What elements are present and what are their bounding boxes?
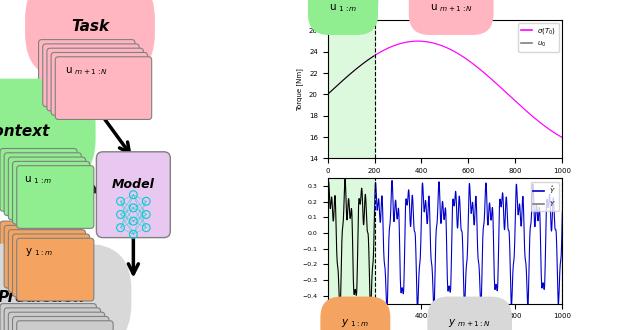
Text: Model: Model [112,178,154,191]
FancyBboxPatch shape [12,234,90,297]
FancyBboxPatch shape [4,308,101,330]
Y-axis label: Torque [Nm]: Torque [Nm] [297,68,303,111]
Text: y $_{1:m}$: y $_{1:m}$ [25,247,53,258]
FancyBboxPatch shape [0,148,77,211]
Bar [328,20,375,158]
X-axis label: time step [-]: time step [-] [423,180,467,186]
Text: u $_{m+1:N}$: u $_{m+1:N}$ [66,65,108,77]
FancyBboxPatch shape [9,230,85,292]
FancyBboxPatch shape [4,225,82,288]
Text: y $_{m+1:N}$: y $_{m+1:N}$ [448,317,491,329]
Text: Prediction: Prediction [0,289,85,305]
FancyBboxPatch shape [51,52,148,115]
FancyBboxPatch shape [9,312,105,330]
Legend: $\hat{Y}$, $Y$: $\hat{Y}$, $Y$ [531,182,559,211]
Text: u $_{m+1:N}$: u $_{m+1:N}$ [430,2,473,14]
Text: Context: Context [0,124,50,140]
FancyBboxPatch shape [43,44,139,107]
FancyBboxPatch shape [4,153,82,215]
Text: y $_{m+1:N}$: y $_{m+1:N}$ [27,329,70,330]
FancyBboxPatch shape [47,48,143,111]
Legend: $\sigma(T_0)$, $u_0$: $\sigma(T_0)$, $u_0$ [519,23,559,51]
FancyBboxPatch shape [55,57,151,119]
FancyBboxPatch shape [17,321,113,330]
FancyBboxPatch shape [38,40,135,102]
FancyBboxPatch shape [9,157,85,220]
FancyBboxPatch shape [96,152,171,238]
FancyBboxPatch shape [17,238,94,301]
FancyBboxPatch shape [17,166,94,228]
FancyBboxPatch shape [12,161,90,224]
FancyBboxPatch shape [0,304,96,330]
Text: y $_{1:m}$: y $_{1:m}$ [341,317,370,329]
Text: Task: Task [71,19,109,34]
Bar [328,178,375,304]
FancyBboxPatch shape [0,221,77,284]
Text: u $_{1:m}$: u $_{1:m}$ [24,174,53,186]
Text: u $_{1:m}$: u $_{1:m}$ [329,2,357,14]
FancyBboxPatch shape [12,316,109,330]
